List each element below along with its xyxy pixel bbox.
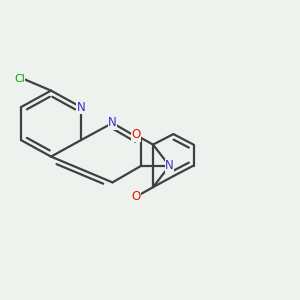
- Text: Cl: Cl: [14, 74, 25, 85]
- Text: O: O: [131, 190, 140, 203]
- Text: N: N: [108, 116, 117, 130]
- Text: N: N: [76, 100, 85, 114]
- Text: N: N: [165, 159, 174, 172]
- Text: O: O: [131, 128, 140, 142]
